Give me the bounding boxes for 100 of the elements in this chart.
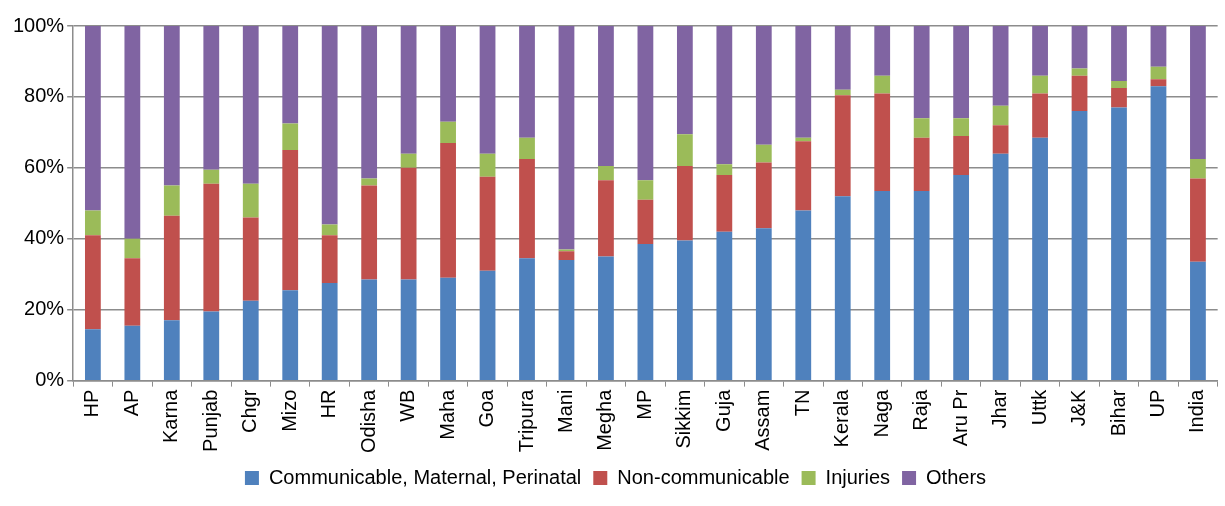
y-tick-label: 40% [24, 226, 65, 249]
bar [755, 162, 772, 229]
x-tick-label: Tripura [514, 388, 537, 453]
bar [479, 176, 496, 271]
bar [1150, 86, 1167, 380]
bar [874, 75, 891, 94]
x-tick-label: Punjab [198, 389, 221, 452]
bar [163, 320, 180, 380]
bar [676, 166, 693, 241]
bar [676, 240, 693, 380]
bar [1032, 26, 1048, 76]
bar [598, 26, 614, 167]
x-tick-label: HP [80, 389, 103, 418]
x-tick-label: Raja [909, 388, 932, 431]
bar [242, 300, 259, 380]
bar [124, 238, 141, 259]
bar [203, 169, 220, 184]
bar [1032, 137, 1048, 380]
bar [163, 185, 180, 216]
bar [282, 150, 299, 291]
x-tick-label: Odisha [356, 388, 379, 454]
x-tick-label: Assam [751, 389, 774, 451]
x-tick-label: Jhar [988, 389, 1011, 429]
bar [1111, 88, 1127, 108]
bar [400, 279, 417, 380]
bar [558, 251, 575, 261]
bar [795, 210, 812, 380]
y-tick-label: 80% [24, 84, 65, 107]
x-tick-label: Bihar [1106, 389, 1129, 437]
bar [361, 279, 378, 380]
legend-label: Others [926, 465, 987, 488]
bar [1190, 261, 1206, 380]
x-tick-label: Naga [869, 388, 892, 438]
bar [479, 270, 496, 380]
bar [440, 143, 456, 278]
x-tick-label: Mizo [277, 389, 300, 432]
legend-label: Communicable, Maternal, Perinatal [268, 465, 582, 488]
bar [84, 235, 101, 330]
bar [913, 118, 930, 138]
bar [1111, 107, 1127, 380]
bar [834, 95, 851, 197]
bar [598, 166, 614, 181]
x-tick-label: Sikkim [672, 389, 695, 449]
x-tick-label: UP [1145, 389, 1168, 418]
bar [321, 235, 338, 284]
x-tick-label: Uttk [1027, 388, 1050, 426]
bar [321, 224, 338, 236]
y-tick-label: 20% [24, 297, 65, 320]
x-tick-label: Chgr [238, 389, 261, 433]
bar [834, 196, 851, 380]
bar [755, 144, 772, 163]
y-tick-label: 100% [13, 13, 65, 36]
bar [203, 26, 220, 170]
bar [1111, 80, 1127, 89]
bar [637, 26, 654, 181]
bar [953, 135, 970, 175]
bar [84, 329, 101, 380]
bar [400, 153, 417, 168]
bar [874, 190, 891, 380]
bar [755, 26, 772, 145]
bar [637, 180, 654, 200]
x-tick-label: Guja [711, 388, 734, 432]
bar [203, 311, 220, 380]
y-tick-label: 60% [24, 155, 65, 178]
bar [361, 185, 378, 280]
bar [834, 26, 851, 90]
bar [716, 26, 733, 165]
x-tick-label: HR [317, 389, 340, 419]
bar [834, 89, 851, 96]
bar [598, 180, 614, 257]
bar [953, 118, 970, 136]
bar [203, 183, 220, 312]
bar [637, 244, 654, 380]
legend-label: Injuries [825, 465, 891, 488]
bar [282, 290, 299, 380]
bar [874, 93, 891, 191]
x-tick-label: India [1185, 388, 1208, 434]
x-tick-label: Goa [475, 388, 498, 428]
bar [676, 26, 693, 135]
x-tick-label: TN [790, 389, 813, 417]
bar [992, 26, 1009, 106]
bar [84, 26, 101, 211]
bar [361, 26, 378, 179]
bar [716, 164, 733, 175]
bar [1071, 68, 1088, 76]
x-tick-label: J&K [1067, 388, 1090, 427]
bar [124, 258, 141, 326]
bar [558, 26, 575, 250]
bar [795, 141, 812, 211]
bar [992, 105, 1009, 126]
bar [913, 137, 930, 191]
bar [282, 123, 299, 151]
bar [874, 26, 891, 76]
bar [519, 26, 535, 138]
bar [1032, 93, 1048, 138]
x-tick-label: Karna [159, 388, 182, 444]
bar [676, 134, 693, 167]
bar [992, 125, 1009, 154]
bar [913, 26, 930, 119]
y-tick-label: 0% [35, 368, 65, 391]
